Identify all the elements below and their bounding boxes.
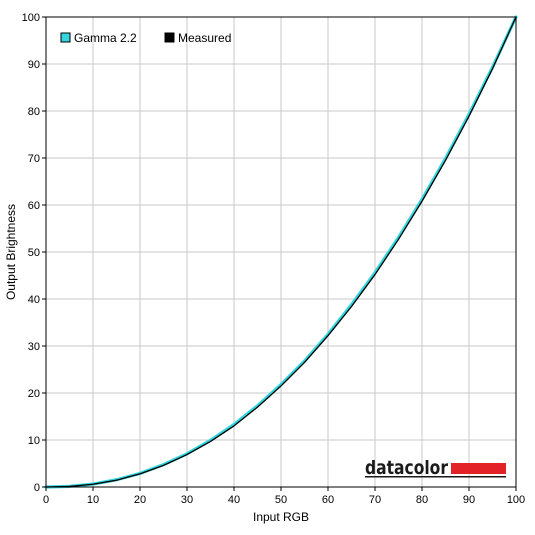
series-lines [44, 15, 518, 489]
x-axis-title: Input RGB [253, 510, 309, 524]
y-tick-label: 100 [22, 12, 40, 24]
y-tick-label: 30 [28, 341, 40, 353]
x-tick-label: 10 [87, 494, 99, 506]
y-tick-label: 10 [28, 435, 40, 447]
y-tick-label: 0 [34, 482, 40, 494]
x-tick-label: 50 [275, 494, 287, 506]
y-tick-label: 20 [28, 388, 40, 400]
y-tick-label: 90 [28, 59, 40, 71]
datacolor-logo: datacolor [365, 457, 506, 479]
x-tick-labels: 0 10 20 30 40 50 60 70 80 90 100 [43, 494, 525, 506]
logo-accent-bar [451, 463, 506, 474]
axis-ticks [42, 16, 517, 491]
x-tick-label: 70 [369, 494, 381, 506]
y-tick-label: 40 [28, 294, 40, 306]
logo-wordmark: datacolor [365, 457, 449, 479]
grid [46, 17, 516, 487]
x-tick-label: 60 [322, 494, 334, 506]
y-tick-labels: 0 10 20 30 40 50 60 70 80 90 100 [22, 12, 40, 494]
y-tick-label: 60 [28, 200, 40, 212]
y-tick-label: 80 [28, 106, 40, 118]
legend-swatch-measured [164, 32, 175, 43]
logo-underline [365, 476, 506, 478]
y-tick-label: 70 [28, 153, 40, 165]
x-tick-label: 80 [416, 494, 428, 506]
x-tick-label: 30 [181, 494, 193, 506]
x-tick-label: 100 [507, 494, 525, 506]
legend: Gamma 2.2 Measured [60, 31, 231, 45]
legend-label-measured: Measured [178, 31, 231, 45]
x-tick-label: 0 [43, 494, 49, 506]
x-tick-label: 20 [134, 494, 146, 506]
legend-swatch-gamma [60, 32, 71, 43]
y-tick-label: 50 [28, 247, 40, 259]
legend-label-gamma: Gamma 2.2 [74, 31, 137, 45]
x-tick-label: 40 [228, 494, 240, 506]
y-axis-title: Output Brightness [4, 204, 18, 300]
x-tick-label: 90 [463, 494, 475, 506]
series-line-measured [45, 16, 517, 488]
